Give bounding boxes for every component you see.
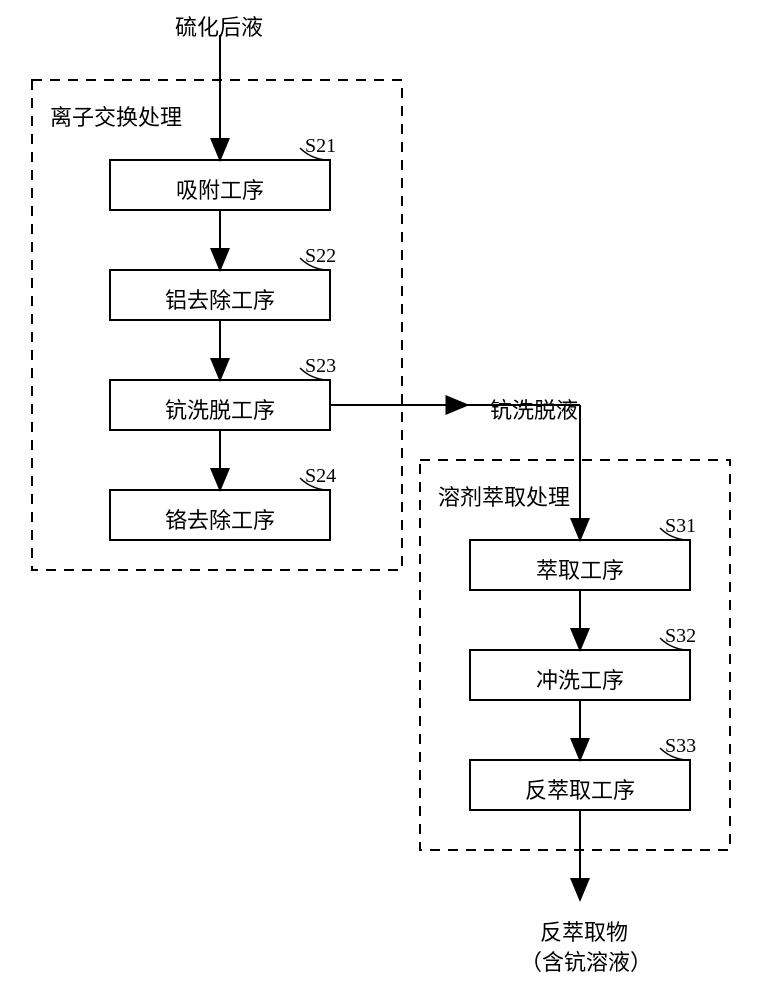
step-s31-id: S31 [665,515,696,538]
step-s23-label: 钪洗脱工序 [110,393,330,425]
diagram-svg [0,0,763,1000]
input-label: 硫化后液 [175,10,263,42]
step-s21-id: S21 [305,135,336,158]
step-s23-id: S23 [305,355,336,378]
step-s33-id: S33 [665,735,696,758]
group1-title: 离子交换处理 [50,100,182,132]
step-s31-label: 萃取工序 [470,553,690,585]
group2-title: 溶剂萃取处理 [438,480,570,512]
step-s32-id: S32 [665,625,696,648]
step-s22-label: 铝去除工序 [110,283,330,315]
intermediate-label: 钪洗脱液 [490,393,578,425]
step-s24-id: S24 [305,465,336,488]
step-s22-id: S22 [305,245,336,268]
output-label-line1: 反萃取物 [540,915,628,947]
output-label-line2: （含钪溶液） [520,945,652,977]
step-s21-label: 吸附工序 [110,173,330,205]
step-s32-label: 冲洗工序 [470,663,690,695]
step-s24-label: 铬去除工序 [110,503,330,535]
step-s33-label: 反萃取工序 [470,773,690,805]
